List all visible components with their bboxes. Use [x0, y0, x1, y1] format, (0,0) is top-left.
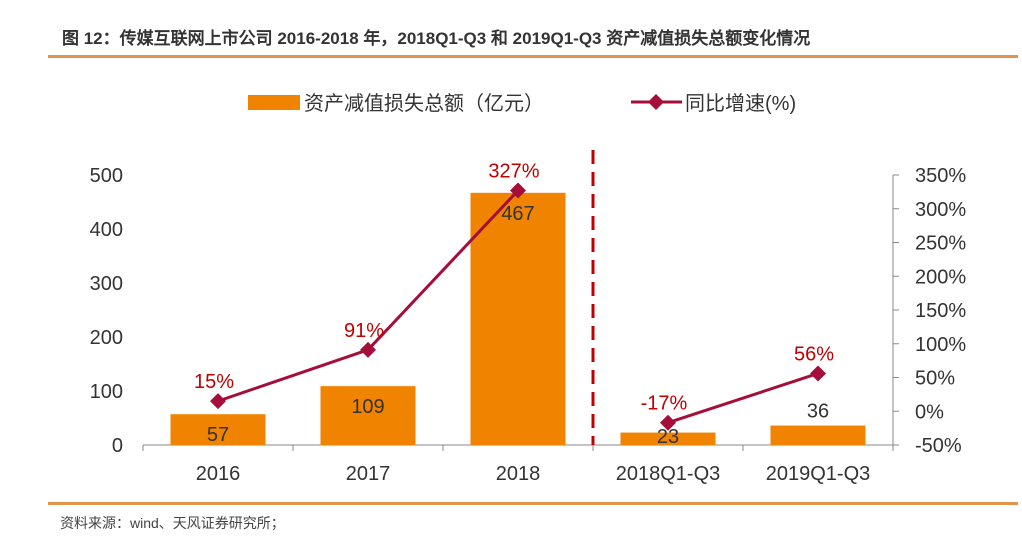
x-tick-label: 2019Q1-Q3	[766, 463, 871, 485]
left-tick-label: 400	[90, 219, 123, 241]
top-rule	[48, 55, 1018, 58]
right-tick-label: 200%	[915, 266, 966, 288]
bar	[620, 432, 716, 445]
growth-value-label: 15%	[194, 371, 234, 393]
legend-bar-swatch	[248, 95, 300, 110]
growth-marker	[210, 393, 226, 410]
right-tick-label: 100%	[915, 334, 966, 356]
growth-line	[667, 372, 819, 425]
right-tick-label: 50%	[915, 368, 955, 390]
left-tick-label: 300	[90, 273, 123, 295]
bar-value-label: 23	[657, 426, 679, 448]
bar-value-label: 36	[807, 401, 829, 423]
bar	[320, 386, 416, 445]
left-tick-label: 0	[112, 435, 123, 457]
growth-value-label: 56%	[794, 343, 834, 365]
bar-value-label: 109	[351, 396, 384, 418]
growth-marker	[810, 365, 826, 382]
x-tick-label: 2016	[196, 463, 241, 485]
right-tick-label: 350%	[915, 165, 966, 187]
x-tick-label: 2018	[496, 463, 541, 485]
legend-diamond-icon	[648, 94, 664, 110]
left-tick-label: 500	[90, 165, 123, 187]
left-tick-label: 100	[90, 381, 123, 403]
bar	[470, 192, 566, 445]
growth-value-label: 91%	[344, 320, 384, 342]
bar	[170, 414, 266, 445]
x-tick-label: 2018Q1-Q3	[616, 463, 721, 485]
growth-marker	[360, 341, 376, 358]
legend-bar-label: 资产减值损失总额（亿元）	[304, 92, 544, 115]
x-tick-label: 2017	[346, 463, 391, 485]
right-tick-label: 0%	[915, 401, 944, 423]
bar-value-label: 467	[501, 203, 534, 225]
right-tick-label: 250%	[915, 233, 966, 255]
source-note: 资料来源：wind、天风证券研究所；	[60, 515, 285, 531]
figure-title: 图 12：传媒互联网上市公司 2016-2018 年，2018Q1-Q3 和 2…	[62, 29, 811, 48]
right-tick-label: -50%	[915, 435, 962, 457]
right-tick-label: 300%	[915, 199, 966, 221]
bar-value-label: 57	[207, 424, 229, 446]
growth-marker	[660, 414, 676, 431]
left-tick-label: 200	[90, 327, 123, 349]
bottom-rule	[48, 502, 1018, 505]
legend-line-label: 同比增速(%)	[685, 92, 796, 115]
growth-marker	[510, 182, 526, 199]
right-tick-label: 150%	[915, 300, 966, 322]
growth-value-label: 327%	[488, 161, 539, 183]
growth-value-label: -17%	[641, 393, 688, 415]
bar	[770, 425, 866, 445]
